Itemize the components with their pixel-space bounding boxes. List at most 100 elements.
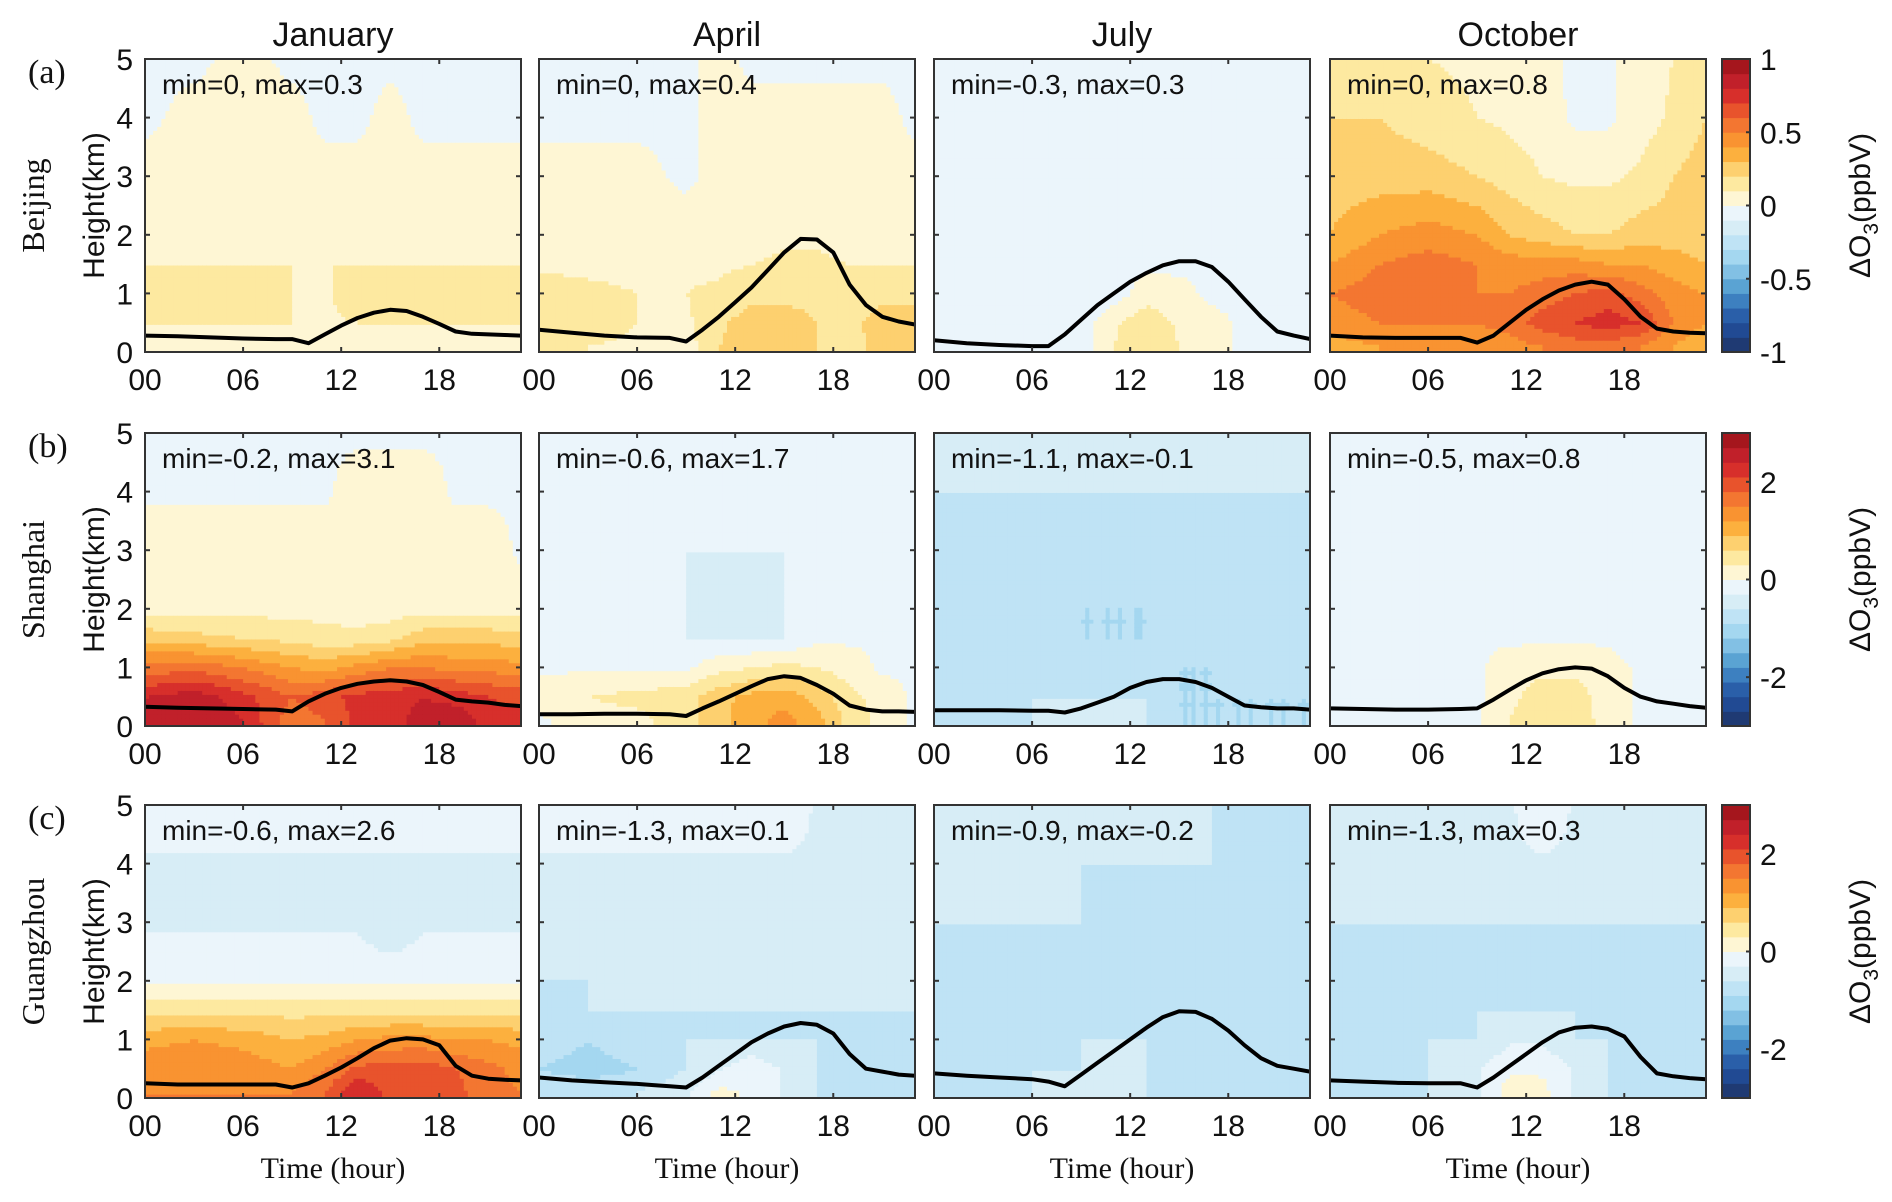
contour-cell xyxy=(255,301,260,306)
contour-cell xyxy=(161,217,166,222)
contour-cell xyxy=(235,301,240,306)
contour-cell xyxy=(259,316,264,321)
contour-cell xyxy=(149,154,154,159)
contour-cell xyxy=(239,190,244,195)
contour-cell xyxy=(259,249,264,254)
contour-cell xyxy=(259,194,264,199)
contour-cell xyxy=(304,178,309,183)
contour-cell xyxy=(325,213,330,218)
contour-cell xyxy=(198,320,203,325)
contour-cell xyxy=(182,174,187,179)
contour-cell xyxy=(341,308,346,313)
contour-cell xyxy=(174,190,179,195)
contour-cell xyxy=(333,257,338,262)
contour-cell xyxy=(219,328,224,333)
contour-cell xyxy=(214,142,219,147)
contour-cell xyxy=(202,166,207,171)
contour-cell xyxy=(227,138,232,143)
contour-cell xyxy=(149,277,154,282)
contour-cell xyxy=(370,340,375,345)
contour-cell xyxy=(358,209,363,214)
contour-cell xyxy=(329,114,334,119)
contour-cell xyxy=(333,340,338,345)
contour-cell xyxy=(268,103,273,108)
contour-cell xyxy=(288,332,293,337)
contour-cell xyxy=(190,225,195,230)
contour-cell xyxy=(374,297,379,302)
contour-cell xyxy=(153,225,158,230)
contour-cell xyxy=(198,186,203,191)
contour-cell xyxy=(153,273,158,278)
contour-cell xyxy=(223,312,228,317)
contour-cell xyxy=(178,257,183,262)
contour-cell xyxy=(206,166,211,171)
contour-cell xyxy=(374,186,379,191)
contour-cell xyxy=(317,138,322,143)
contour-cell xyxy=(243,277,248,282)
contour-cell xyxy=(243,138,248,143)
contour-cell xyxy=(374,138,379,143)
contour-cell xyxy=(153,261,158,266)
contour-cell xyxy=(415,126,420,131)
contour-cell xyxy=(165,301,170,306)
contour-cell xyxy=(329,174,334,179)
contour-cell xyxy=(170,241,175,246)
contour-cell xyxy=(349,186,354,191)
contour-cell xyxy=(251,134,256,139)
contour-cell xyxy=(362,126,367,131)
contour-cell xyxy=(382,206,387,211)
contour-cell xyxy=(161,194,166,199)
contour-cell xyxy=(247,249,252,254)
contour-cell xyxy=(382,158,387,163)
contour-cell xyxy=(153,63,158,68)
contour-cell xyxy=(206,134,211,139)
contour-cell xyxy=(227,261,232,266)
contour-cell xyxy=(219,209,224,214)
contour-cell xyxy=(370,174,375,179)
contour-cell xyxy=(259,273,264,278)
contour-cell xyxy=(329,134,334,139)
contour-cell xyxy=(259,146,264,151)
contour-cell xyxy=(186,122,191,127)
contour-cell xyxy=(370,332,375,337)
contour-cell xyxy=(398,83,403,88)
contour-cell xyxy=(378,289,383,294)
contour-cell xyxy=(153,241,158,246)
contour-cell xyxy=(304,134,309,139)
contour-cell xyxy=(362,202,367,207)
contour-cell xyxy=(231,328,236,333)
contour-cell xyxy=(390,269,395,274)
contour-cell xyxy=(292,209,297,214)
contour-cell xyxy=(231,134,236,139)
contour-cell xyxy=(153,83,158,88)
contour-cell xyxy=(349,178,354,183)
contour-cell xyxy=(178,229,183,234)
contour-cell xyxy=(247,202,252,207)
contour-cell xyxy=(235,154,240,159)
contour-cell xyxy=(165,182,170,187)
contour-cell xyxy=(198,312,203,317)
contour-cell xyxy=(178,166,183,171)
contour-cell xyxy=(390,87,395,92)
contour-cell xyxy=(194,122,199,127)
contour-cell xyxy=(186,130,191,135)
contour-cell xyxy=(390,245,395,250)
contour-cell xyxy=(219,233,224,238)
contour-cell xyxy=(390,221,395,226)
contour-cell xyxy=(415,186,420,191)
contour-cell xyxy=(170,257,175,262)
contour-cell xyxy=(243,312,248,317)
contour-cell xyxy=(264,103,269,108)
contour-cell xyxy=(161,304,166,309)
contour-cell xyxy=(153,237,158,242)
contour-cell xyxy=(219,245,224,250)
contour-cell xyxy=(411,178,416,183)
contour-cell xyxy=(280,63,285,68)
contour-cell xyxy=(386,229,391,234)
contour-cell xyxy=(210,269,215,274)
contour-cell xyxy=(313,324,318,329)
contour-cell xyxy=(174,130,179,135)
contour-cell xyxy=(223,281,228,286)
contour-cell xyxy=(382,154,387,159)
contour-cell xyxy=(329,304,334,309)
